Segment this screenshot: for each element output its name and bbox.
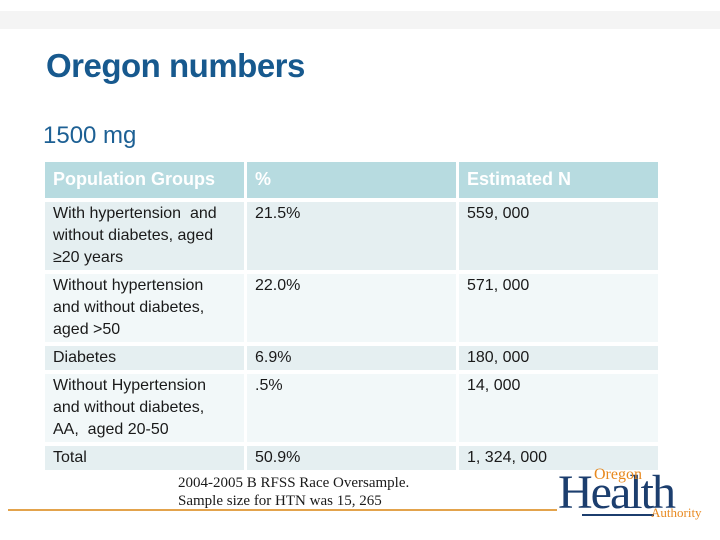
logo-oregon-text: Oregon (594, 466, 642, 483)
page-title: Oregon numbers (46, 47, 305, 84)
cell-row2-group: Without hypertension and without diabete… (45, 274, 244, 342)
population-table: Population Groups % Estimated N With hyp… (45, 162, 658, 470)
cell-row1-estimated-n: 559, 000 (459, 202, 658, 270)
cell-row5-group: Total (45, 446, 244, 470)
logo-health-text: Health (558, 466, 676, 519)
cell-row1-group: With hypertension and without diabetes, … (45, 202, 244, 270)
logo-divider-line (582, 514, 654, 516)
cell-row3-group: Diabetes (45, 346, 244, 370)
footnote-line-1: 2004-2005 B RFSS Race Oversample. (178, 475, 410, 491)
cell-row4-estimated-n: 14, 000 (459, 374, 658, 442)
footnote-line-2: Sample size for HTN was 15, 265 (178, 493, 382, 509)
cell-row4-group: Without Hypertension and without diabete… (45, 374, 244, 442)
cell-row3-percent: 6.9% (247, 346, 456, 370)
logo-authority-text: Authority (651, 505, 702, 520)
col-header-population-groups: Population Groups (45, 162, 244, 198)
footnote: 2004-2005 B RFSS Race Oversample. Sample… (178, 474, 409, 510)
col-header-estimated-n: Estimated N (459, 162, 658, 198)
cell-row2-percent: 22.0% (247, 274, 456, 342)
top-decor-band (0, 11, 720, 29)
cell-row5-percent: 50.9% (247, 446, 456, 470)
cell-row5-estimated-n: 1, 324, 000 (459, 446, 658, 470)
cell-row3-estimated-n: 180, 000 (459, 346, 658, 370)
cell-row4-percent: .5% (247, 374, 456, 442)
cell-row1-percent: 21.5% (247, 202, 456, 270)
oregon-health-authority-logo: Health Oregon Authority (556, 462, 710, 532)
cell-row2-estimated-n: 571, 000 (459, 274, 658, 342)
footer-rule (8, 509, 557, 511)
col-header-percent: % (247, 162, 456, 198)
page-subtitle: 1500 mg (43, 122, 137, 149)
